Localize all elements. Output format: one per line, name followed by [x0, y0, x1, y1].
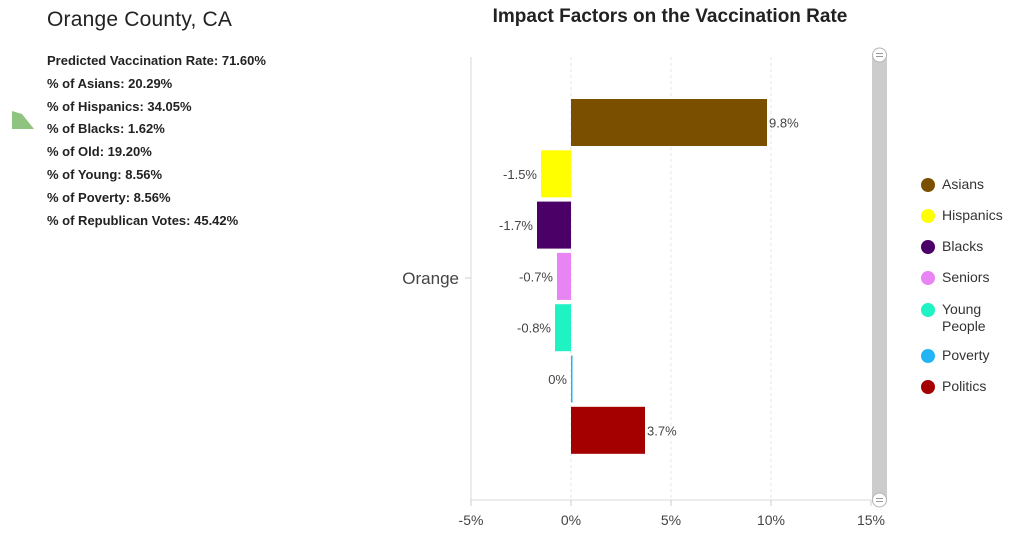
legend-label: Blacks [942, 238, 984, 254]
legend-swatch [921, 240, 935, 254]
bar-asians [571, 99, 767, 146]
stats-list: Predicted Vaccination Rate: 71.60% % of … [47, 50, 367, 232]
scrollbar-handle-bottom[interactable] [872, 492, 887, 508]
map-marker-icon [12, 111, 34, 129]
x-tick-label: 5% [661, 512, 681, 528]
data-label: -1.5% [503, 167, 537, 182]
chart-title: Impact Factors on the Vaccination Rate [492, 6, 848, 27]
bar-seniors [557, 252, 571, 300]
legend-item-blacks[interactable]: Blacks [921, 238, 1012, 255]
category-label: Orange [402, 269, 459, 288]
legend-swatch [921, 380, 935, 394]
legend-item-poverty[interactable]: Poverty [921, 347, 1012, 364]
scrollbar-handle-top[interactable] [872, 47, 887, 63]
legend-item-hispanics[interactable]: Hispanics [921, 207, 1012, 224]
legend-swatch [921, 178, 935, 192]
stat-republican: % of Republican Votes: 45.42% [47, 212, 239, 228]
stat-predicted-rate: Predicted Vaccination Rate: 71.60% [47, 53, 266, 68]
x-tick-label: -5% [459, 512, 484, 528]
legend-label: Seniors [942, 269, 990, 285]
legend-item-asians[interactable]: Asians [921, 176, 1012, 193]
data-label: 9.8% [769, 116, 799, 131]
legend-swatch [921, 349, 935, 363]
scrollbar-track[interactable] [872, 54, 887, 502]
stat-old: % of Old: 19.20% [47, 144, 152, 160]
legend-label: Asians [942, 176, 985, 192]
data-label: 3.7% [647, 423, 677, 438]
data-label: -0.8% [517, 321, 551, 336]
legend-swatch [921, 209, 935, 223]
data-label: -1.7% [499, 218, 533, 233]
bar-blacks [537, 201, 571, 249]
legend-swatch [921, 303, 935, 317]
data-label: 0% [548, 372, 567, 387]
x-tick-label: 0% [561, 512, 581, 528]
bar-hispanics [541, 150, 571, 198]
legend-label: Young People [942, 301, 986, 334]
legend-item-young-people[interactable]: Young People [921, 301, 1012, 335]
legend-label: Politics [942, 378, 987, 394]
x-tick-label: 10% [757, 512, 785, 528]
bar-poverty [571, 355, 573, 403]
stat-poverty: % of Poverty: 8.56% [47, 189, 171, 205]
stat-hispanics: % of Hispanics: 34.05% [47, 98, 192, 114]
bar-politics [571, 406, 645, 454]
stat-blacks: % of Blacks: 1.62% [47, 121, 165, 137]
county-title: Orange County, CA [47, 8, 233, 31]
legend-swatch [921, 271, 935, 285]
info-panel: Orange County, CA Predicted Vaccination … [47, 8, 367, 232]
legend-label: Hispanics [942, 207, 1003, 223]
bar-young-people [555, 304, 571, 352]
x-tick-label: 15% [857, 512, 885, 528]
data-label: -0.7% [519, 269, 553, 284]
stat-asians: % of Asians: 20.29% [47, 75, 173, 91]
legend-label: Poverty [942, 347, 990, 363]
legend-item-politics[interactable]: Politics [921, 378, 1012, 395]
legend-item-seniors[interactable]: Seniors [921, 269, 1012, 286]
stat-young: % of Young: 8.56% [47, 166, 163, 182]
